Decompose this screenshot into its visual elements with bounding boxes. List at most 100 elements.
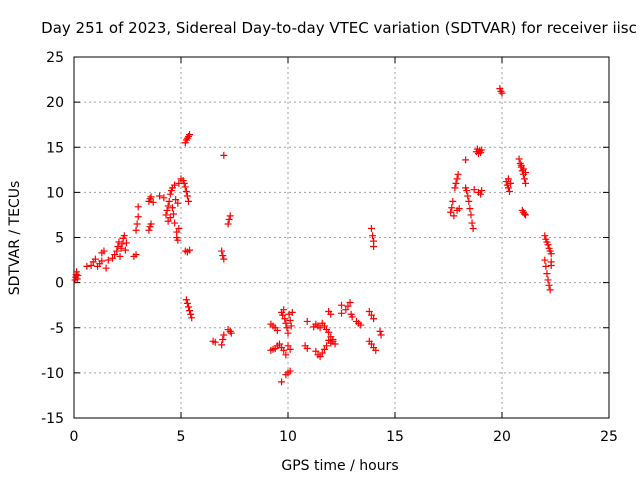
- data-point: [145, 226, 153, 234]
- data-point: [188, 314, 196, 322]
- data-point: [133, 220, 141, 228]
- data-point: [547, 250, 555, 258]
- data-point: [224, 220, 232, 228]
- data-point: [520, 175, 528, 183]
- data-point: [327, 310, 335, 318]
- data-point: [181, 183, 189, 191]
- data-point: [344, 302, 352, 310]
- data-point: [466, 205, 474, 213]
- data-point: [470, 186, 478, 194]
- data-point: [515, 155, 523, 163]
- data-point: [102, 264, 110, 272]
- data-point: [211, 338, 219, 346]
- data-point: [453, 175, 461, 183]
- data-point: [286, 367, 294, 375]
- data-point: [278, 378, 286, 386]
- data-point: [219, 252, 227, 260]
- data-point: [180, 179, 188, 187]
- data-point: [225, 215, 233, 223]
- data-point: [331, 340, 339, 348]
- data-point: [462, 156, 470, 164]
- data-point: [118, 240, 126, 248]
- data-point: [544, 276, 552, 284]
- data-point: [370, 315, 378, 323]
- data-point: [504, 175, 512, 183]
- data-point: [464, 192, 472, 200]
- data-point: [348, 313, 356, 321]
- data-point: [544, 241, 552, 249]
- data-point: [122, 239, 130, 247]
- data-point: [547, 258, 555, 266]
- data-point: [186, 131, 194, 139]
- data-point: [171, 181, 179, 189]
- data-point: [186, 307, 194, 315]
- data-point: [318, 349, 326, 357]
- data-point: [166, 214, 174, 222]
- data-point: [498, 89, 506, 97]
- data-point: [100, 247, 108, 255]
- data-point: [98, 257, 106, 265]
- data-point: [505, 187, 513, 195]
- data-point: [365, 308, 373, 316]
- data-point: [74, 271, 82, 279]
- data-point: [121, 246, 129, 254]
- data-point: [346, 298, 354, 306]
- data-point: [285, 310, 293, 318]
- data-point: [116, 252, 124, 260]
- data-point: [542, 262, 550, 270]
- data-point: [478, 187, 486, 195]
- data-point: [87, 261, 95, 269]
- data-point: [522, 169, 530, 177]
- data-point: [283, 324, 291, 332]
- data-point: [367, 224, 375, 232]
- data-point: [184, 197, 192, 205]
- data-point: [507, 179, 515, 187]
- y-tick-label: 10: [46, 185, 64, 201]
- x-tick-label: 10: [279, 429, 297, 445]
- data-point: [286, 317, 294, 325]
- data-point: [132, 226, 140, 234]
- data-point: [543, 270, 551, 278]
- data-point: [162, 211, 170, 219]
- data-point: [282, 351, 290, 359]
- data-points: [71, 85, 555, 386]
- data-point: [218, 341, 226, 349]
- data-point: [113, 247, 121, 255]
- data-point: [187, 310, 195, 318]
- x-tick-label: 25: [600, 429, 618, 445]
- data-point: [170, 210, 178, 218]
- x-tick-label: 0: [70, 429, 79, 445]
- data-point: [454, 170, 462, 178]
- y-tick-label: -5: [50, 321, 64, 337]
- x-tick-label: 20: [493, 429, 511, 445]
- data-point: [226, 212, 234, 220]
- data-point: [369, 232, 377, 240]
- data-point: [450, 212, 458, 220]
- data-point: [288, 308, 296, 316]
- data-point: [469, 224, 477, 232]
- data-point: [227, 329, 235, 337]
- data-point: [275, 340, 283, 348]
- data-point: [316, 353, 324, 361]
- data-point: [218, 247, 226, 255]
- data-point: [134, 203, 142, 211]
- data-point: [546, 286, 554, 294]
- data-point: [282, 319, 290, 327]
- y-tick-label: -10: [41, 366, 64, 382]
- data-point: [171, 219, 179, 227]
- data-point: [367, 340, 375, 348]
- data-point: [172, 196, 180, 204]
- data-point: [104, 256, 112, 264]
- data-point: [280, 306, 288, 314]
- data-point: [541, 256, 549, 264]
- data-point: [73, 275, 81, 283]
- y-tick-labels: -15 -10 -5 0 5 10 15 20 25: [41, 50, 64, 427]
- data-point: [451, 184, 459, 192]
- data-point: [520, 210, 528, 218]
- data-point: [323, 342, 331, 350]
- data-point: [316, 324, 324, 332]
- data-point: [325, 328, 333, 336]
- data-point: [516, 159, 524, 167]
- data-point: [219, 335, 227, 343]
- data-point: [465, 197, 473, 205]
